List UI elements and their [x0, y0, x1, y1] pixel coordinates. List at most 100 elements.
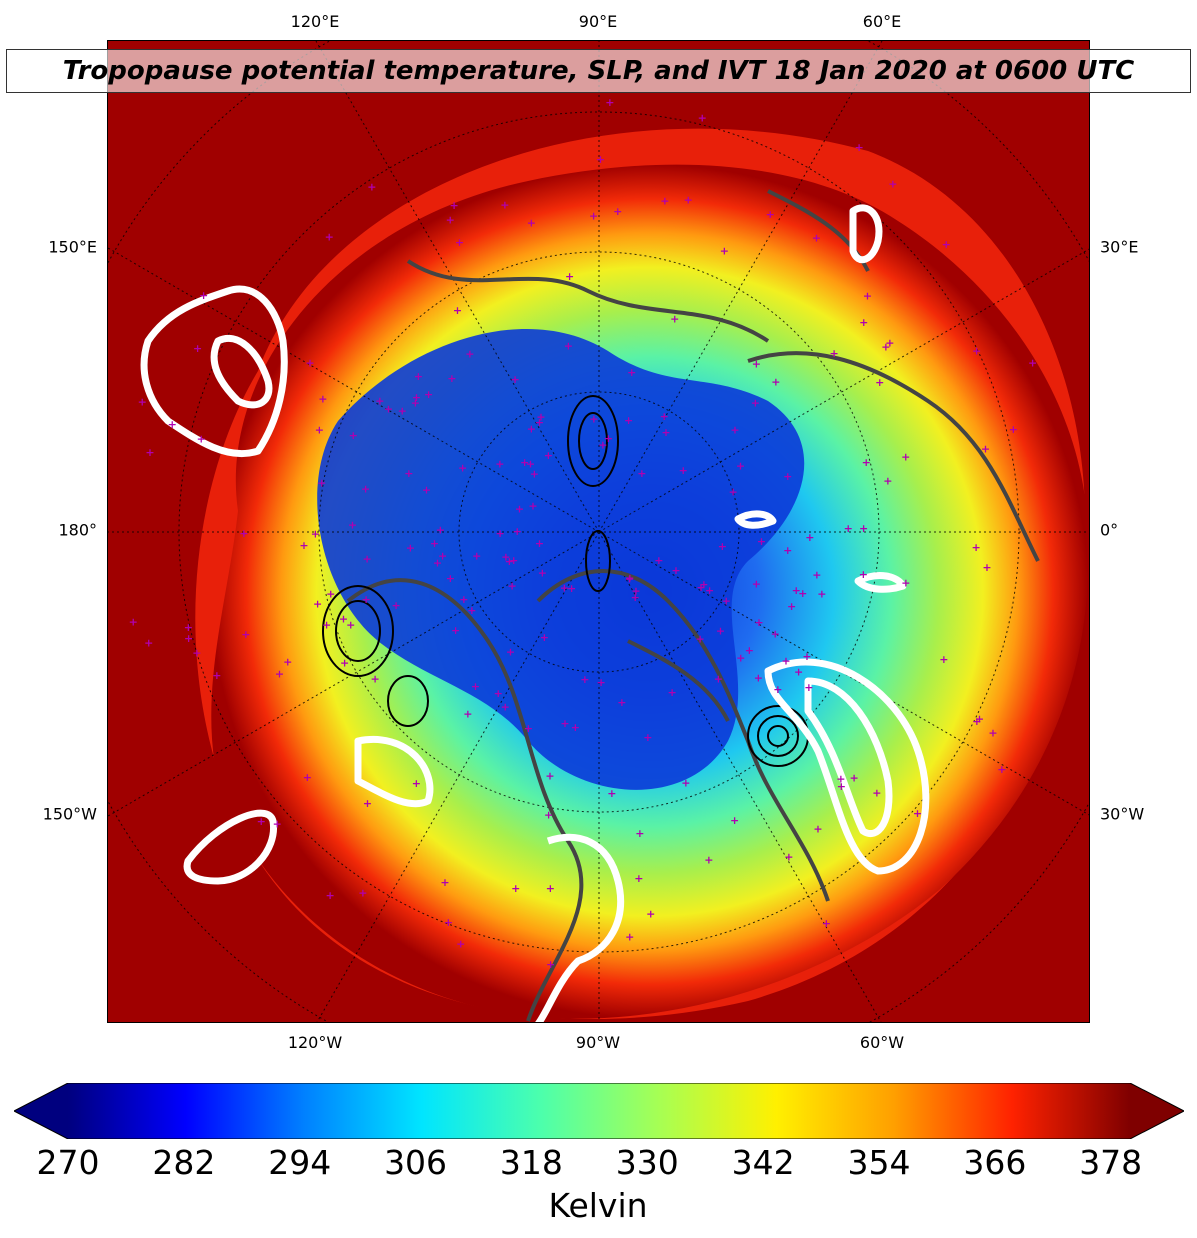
station-marker: + [375, 394, 384, 407]
station-marker: + [607, 787, 616, 800]
station-marker: + [804, 681, 813, 694]
station-marker: + [635, 827, 644, 840]
station-marker: + [829, 347, 838, 360]
station-marker: + [617, 696, 626, 709]
station-marker: + [766, 208, 775, 221]
station-marker: + [144, 636, 153, 649]
station-marker: + [720, 244, 729, 257]
station-marker: + [315, 424, 324, 437]
station-marker: + [580, 673, 589, 686]
station-marker: + [881, 340, 890, 353]
colorbar-tick-label: 318 [499, 1143, 563, 1182]
station-marker: + [757, 535, 766, 548]
station-marker: + [975, 712, 984, 725]
station-marker: + [660, 194, 669, 207]
station-marker: + [736, 652, 745, 665]
station-marker: + [670, 313, 679, 326]
station-marker: + [604, 432, 613, 445]
station-marker: + [704, 853, 713, 866]
station-marker: + [544, 449, 553, 462]
station-marker: + [972, 344, 981, 357]
station-marker: + [681, 777, 690, 790]
colorbar-tick-label: 294 [268, 1143, 332, 1182]
cold-core [317, 328, 805, 790]
station-marker: + [671, 564, 680, 577]
station-marker: + [730, 814, 739, 827]
station-marker: + [718, 540, 727, 553]
station-marker: + [849, 771, 858, 784]
station-marker: + [406, 541, 415, 554]
station-marker: + [798, 587, 807, 600]
station-marker: + [507, 579, 516, 592]
station-marker: + [535, 416, 544, 429]
station-marker: + [458, 462, 467, 475]
station-marker: + [471, 680, 480, 693]
station-marker: + [787, 600, 796, 613]
station-marker: + [822, 917, 831, 930]
polar-map: + + + + + + + + + + + + + + + + + + + + + + + + + + + + + + + + + + + + + + + +… [108, 41, 1089, 1022]
station-marker: + [192, 646, 201, 659]
station-marker: + [184, 621, 193, 634]
station-marker: + [844, 522, 853, 535]
station-marker: + [971, 541, 980, 554]
station-marker: + [631, 585, 640, 598]
station-marker: + [239, 527, 248, 540]
station-marker: + [145, 446, 154, 459]
station-marker: + [456, 937, 465, 950]
station-marker: + [696, 581, 705, 594]
station-marker: + [754, 616, 763, 629]
station-marker: + [527, 217, 536, 230]
station-marker: + [361, 482, 370, 495]
station-marker: + [783, 544, 792, 557]
station-marker: + [275, 668, 284, 681]
station-marker: + [495, 457, 504, 470]
station-marker: + [313, 597, 322, 610]
station-marker: + [500, 199, 509, 212]
station-marker: + [451, 624, 460, 637]
station-marker: + [449, 199, 458, 212]
station-marker: + [660, 410, 669, 423]
station-marker: + [325, 231, 334, 244]
station-marker: + [545, 770, 554, 783]
lon-label-top-3: 60°E [862, 12, 902, 31]
station-marker: + [317, 476, 326, 489]
map-title: Tropopause potential temperature, SLP, a… [62, 56, 1135, 86]
station-marker: + [305, 356, 314, 369]
station-marker: + [913, 807, 922, 820]
station-marker: + [705, 584, 714, 597]
station-marker: + [340, 656, 349, 669]
station-marker: + [783, 470, 792, 483]
lon-label-left-1: 150°E [48, 237, 97, 257]
station-marker: + [412, 391, 421, 404]
station-marker: + [436, 523, 445, 536]
station-marker: + [322, 619, 331, 632]
station-marker: + [695, 632, 704, 645]
station-markers: + + + + + + + + + + + + + + + + + + + + + + + + + + + + + + + + + + + + + + + +… [129, 96, 1038, 971]
station-marker: + [901, 450, 910, 463]
station-marker: + [812, 569, 821, 582]
station-marker: + [433, 556, 442, 569]
station-marker: + [605, 96, 614, 109]
station-marker: + [972, 715, 981, 728]
lon-label-left-2: 180° [58, 520, 97, 540]
lon-label-bottom-3: 60°W [859, 1033, 905, 1052]
colorbar-tick-label: 366 [963, 1143, 1027, 1182]
station-marker: + [564, 340, 573, 353]
station-marker: + [524, 722, 533, 735]
station-marker: + [494, 687, 503, 700]
station-marker: + [888, 178, 897, 191]
station-marker: + [1028, 356, 1037, 369]
station-marker: + [495, 527, 504, 540]
station-marker: + [467, 604, 476, 617]
station-marker: + [631, 591, 640, 604]
station-marker: + [661, 426, 670, 439]
station-marker: + [527, 422, 536, 435]
station-marker: + [560, 581, 569, 594]
station-marker: + [684, 193, 693, 206]
station-marker: + [859, 522, 868, 535]
station-marker: + [863, 290, 872, 303]
station-marker: + [885, 337, 894, 350]
station-marker: + [625, 931, 634, 944]
station-marker: + [438, 550, 447, 563]
station-marker: + [526, 458, 535, 471]
